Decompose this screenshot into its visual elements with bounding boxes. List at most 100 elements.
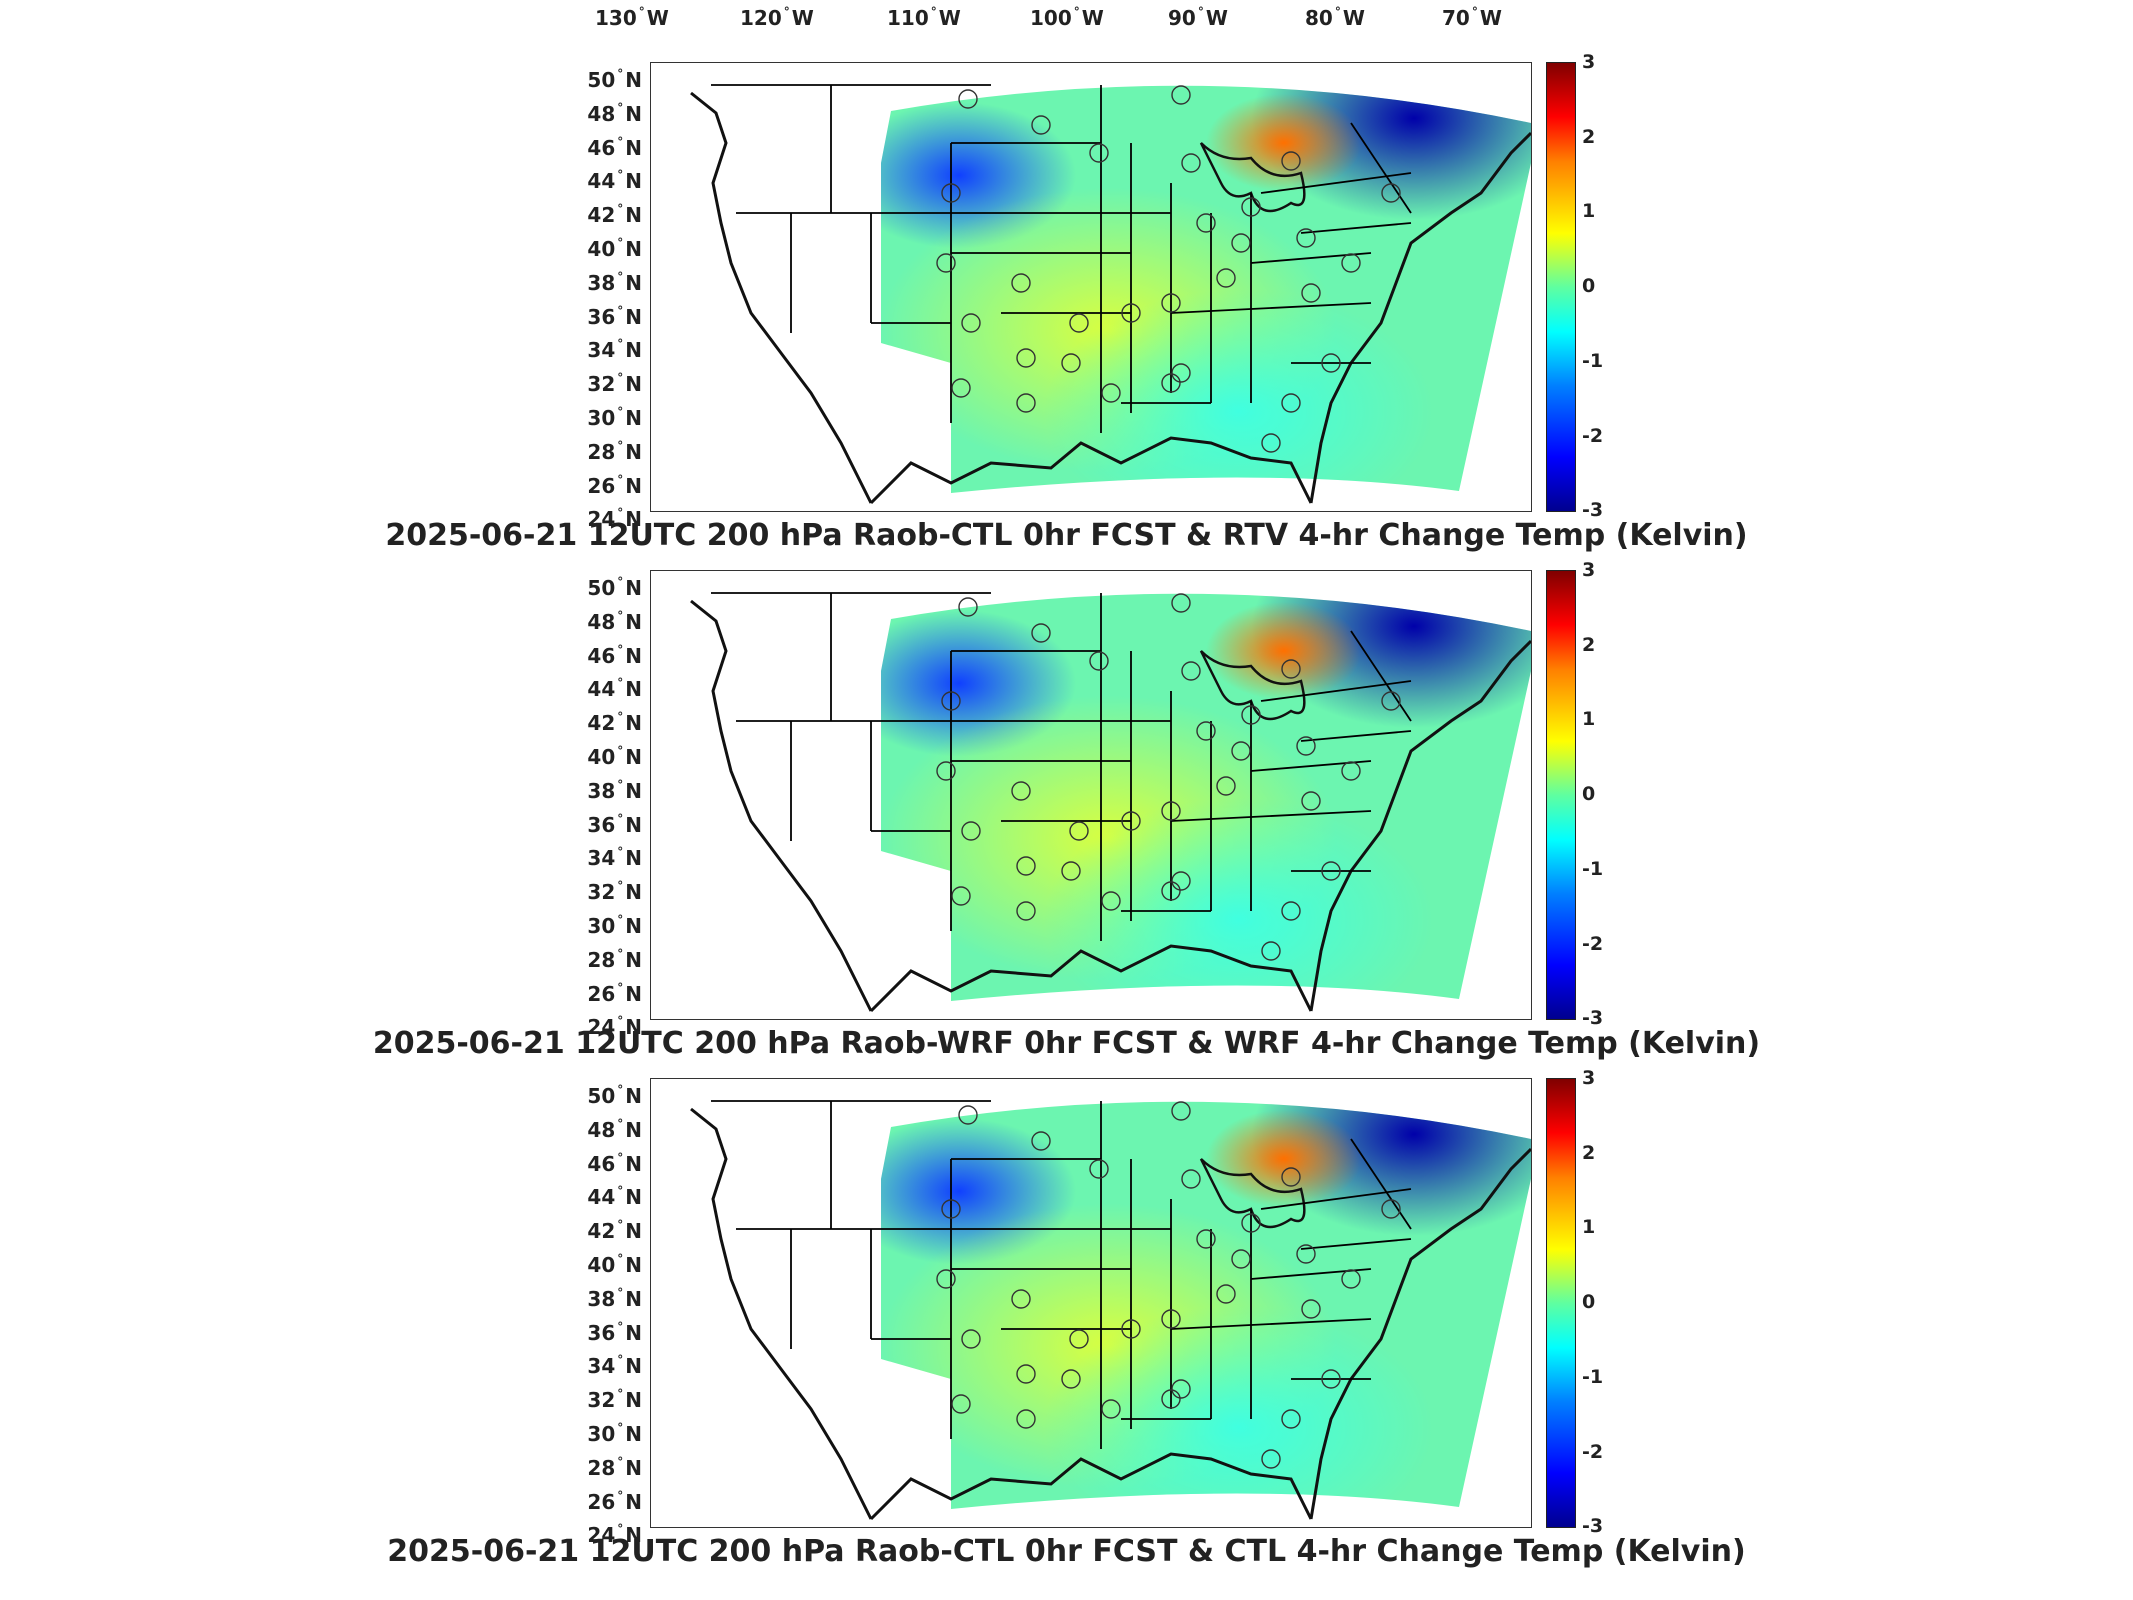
lat-label-42n: 42 ° N bbox=[587, 710, 642, 736]
lon-label-130w: 130 ° W bbox=[595, 5, 669, 30]
lat-label-26n: 26 ° N bbox=[587, 1488, 642, 1514]
raob-station-14 bbox=[1016, 856, 1036, 876]
lat-label-48n: 48 ° N bbox=[587, 1116, 642, 1142]
lat-label-42n: 42 ° N bbox=[587, 1218, 642, 1244]
raob-station-27 bbox=[1281, 393, 1301, 413]
temperature-map bbox=[690, 592, 1531, 1013]
panel-title: 2025-06-21 12UTC 200 hPa Raob-WRF 0hr FC… bbox=[372, 1026, 1761, 1061]
raob-station-3 bbox=[1171, 1101, 1191, 1121]
lat-label-32n: 32 ° N bbox=[587, 1387, 642, 1413]
raob-station-5 bbox=[1281, 1167, 1301, 1187]
anomaly-field-4 bbox=[881, 85, 1531, 493]
raob-station-1 bbox=[1031, 1131, 1051, 1151]
raob-station-22 bbox=[1341, 1269, 1361, 1289]
great-lakes bbox=[1199, 650, 1306, 721]
raob-station-23 bbox=[1381, 1199, 1401, 1219]
raob-station-29 bbox=[1161, 373, 1181, 393]
colorbar-tick: 0 bbox=[1582, 275, 1596, 298]
raob-station-8 bbox=[936, 1269, 956, 1289]
raob-station-20 bbox=[1301, 791, 1321, 811]
lat-label-40n: 40 ° N bbox=[587, 744, 642, 769]
colorbar-tick: 3 bbox=[1582, 559, 1596, 581]
raob-station-14 bbox=[1016, 1364, 1036, 1384]
raob-station-4 bbox=[1181, 153, 1201, 173]
lat-label-38n: 38 ° N bbox=[587, 1285, 642, 1311]
colorbar-tick: 3 bbox=[1582, 1067, 1596, 1089]
lat-label-48n: 48 ° N bbox=[587, 608, 642, 634]
lat-label-28n: 28 ° N bbox=[587, 438, 642, 464]
raob-station-5 bbox=[1281, 659, 1301, 679]
colorbar-tick: 2 bbox=[1582, 1141, 1596, 1164]
lat-label-38n: 38 ° N bbox=[587, 269, 642, 295]
lat-label-40n: 40 ° N bbox=[587, 236, 642, 261]
raob-station-11 bbox=[1231, 741, 1251, 761]
raob-station-10 bbox=[1196, 721, 1216, 741]
panel-title: 2025-06-21 12UTC 200 hPa Raob-CTL 0hr FC… bbox=[387, 1534, 1746, 1569]
anomaly-field-4 bbox=[881, 593, 1531, 1001]
raob-station-25 bbox=[1016, 1409, 1036, 1429]
lat-label-30n: 30 ° N bbox=[587, 913, 642, 938]
raob-station-12 bbox=[1161, 1309, 1181, 1329]
map-frame bbox=[650, 62, 1532, 512]
lon-label-100w: 100 ° W bbox=[1030, 5, 1104, 30]
raob-station-13 bbox=[961, 313, 981, 333]
map-frame bbox=[650, 570, 1532, 1020]
raob-station-29 bbox=[1161, 881, 1181, 901]
raob-station-19 bbox=[1296, 736, 1316, 756]
lat-label-46n: 46 ° N bbox=[587, 1150, 642, 1176]
map-frame bbox=[650, 1078, 1532, 1528]
raob-station-21 bbox=[1321, 1369, 1341, 1389]
colorbar-tick: -2 bbox=[1582, 932, 1604, 955]
raob-station-19 bbox=[1296, 228, 1316, 248]
raob-station-2 bbox=[1089, 651, 1109, 671]
raob-station-14 bbox=[1016, 348, 1036, 368]
raob-station-15 bbox=[1069, 1329, 1089, 1349]
state-border-22 bbox=[1350, 630, 1412, 722]
longitude-axis: 130 ° W 120 ° W 110 ° W 100 ° W 90 ° W 80 ° W 70 ° W bbox=[0, 0, 2133, 50]
panel-3: 50 ° N 48 ° N 46 ° N 44 ° N 42 ° N 40 ° N 38 ° N 36 ° N 34 ° N 32 ° N… bbox=[0, 1067, 2133, 1582]
raob-station-30 bbox=[1101, 891, 1121, 911]
lat-label-34n: 34 ° N bbox=[587, 845, 642, 871]
colorbar-tick: 0 bbox=[1582, 1291, 1596, 1314]
raob-station-0 bbox=[958, 597, 978, 617]
great-lakes bbox=[1199, 142, 1306, 213]
lat-label-24n: 24 ° N bbox=[587, 1014, 642, 1040]
raob-station-0 bbox=[958, 89, 978, 109]
colorbar bbox=[1546, 570, 1576, 1020]
panel-title: 2025-06-21 12UTC 200 hPa Raob-CTL 0hr FC… bbox=[385, 518, 1748, 553]
raob-station-0 bbox=[958, 1105, 978, 1125]
lat-label-36n: 36 ° N bbox=[587, 303, 642, 329]
state-border-16 bbox=[1170, 1318, 1372, 1330]
coastline-east bbox=[1309, 1147, 1531, 1520]
raob-station-28 bbox=[1261, 1449, 1281, 1469]
raob-station-6 bbox=[941, 691, 961, 711]
colorbar-tick: 1 bbox=[1582, 200, 1596, 223]
colorbar bbox=[1546, 1078, 1576, 1528]
raob-station-28 bbox=[1261, 941, 1281, 961]
raob-station-8 bbox=[936, 761, 956, 781]
lat-label-50n: 50 ° N bbox=[587, 1083, 642, 1108]
colorbar-tick: -3 bbox=[1582, 1007, 1604, 1030]
raob-station-21 bbox=[1321, 861, 1341, 881]
raob-station-27 bbox=[1281, 901, 1301, 921]
coastline-west bbox=[690, 599, 873, 1012]
raob-station-15 bbox=[1069, 313, 1089, 333]
anomaly-field-4 bbox=[881, 1101, 1531, 1509]
raob-station-7 bbox=[1241, 1213, 1261, 1233]
lat-label-32n: 32 ° N bbox=[587, 879, 642, 905]
lat-label-36n: 36 ° N bbox=[587, 1319, 642, 1345]
raob-station-16 bbox=[1121, 1319, 1141, 1339]
lat-label-26n: 26 ° N bbox=[587, 980, 642, 1006]
lat-label-28n: 28 ° N bbox=[587, 1454, 642, 1480]
temperature-map bbox=[690, 1100, 1531, 1521]
lat-label-46n: 46 ° N bbox=[587, 642, 642, 668]
raob-station-16 bbox=[1121, 303, 1141, 323]
raob-station-20 bbox=[1301, 283, 1321, 303]
raob-station-16 bbox=[1121, 811, 1141, 831]
raob-station-7 bbox=[1241, 705, 1261, 725]
coastline-gulf bbox=[869, 436, 1313, 505]
colorbar-tick: -1 bbox=[1582, 857, 1604, 880]
state-border-22 bbox=[1350, 122, 1412, 214]
raob-station-2 bbox=[1089, 143, 1109, 163]
raob-station-6 bbox=[941, 183, 961, 203]
